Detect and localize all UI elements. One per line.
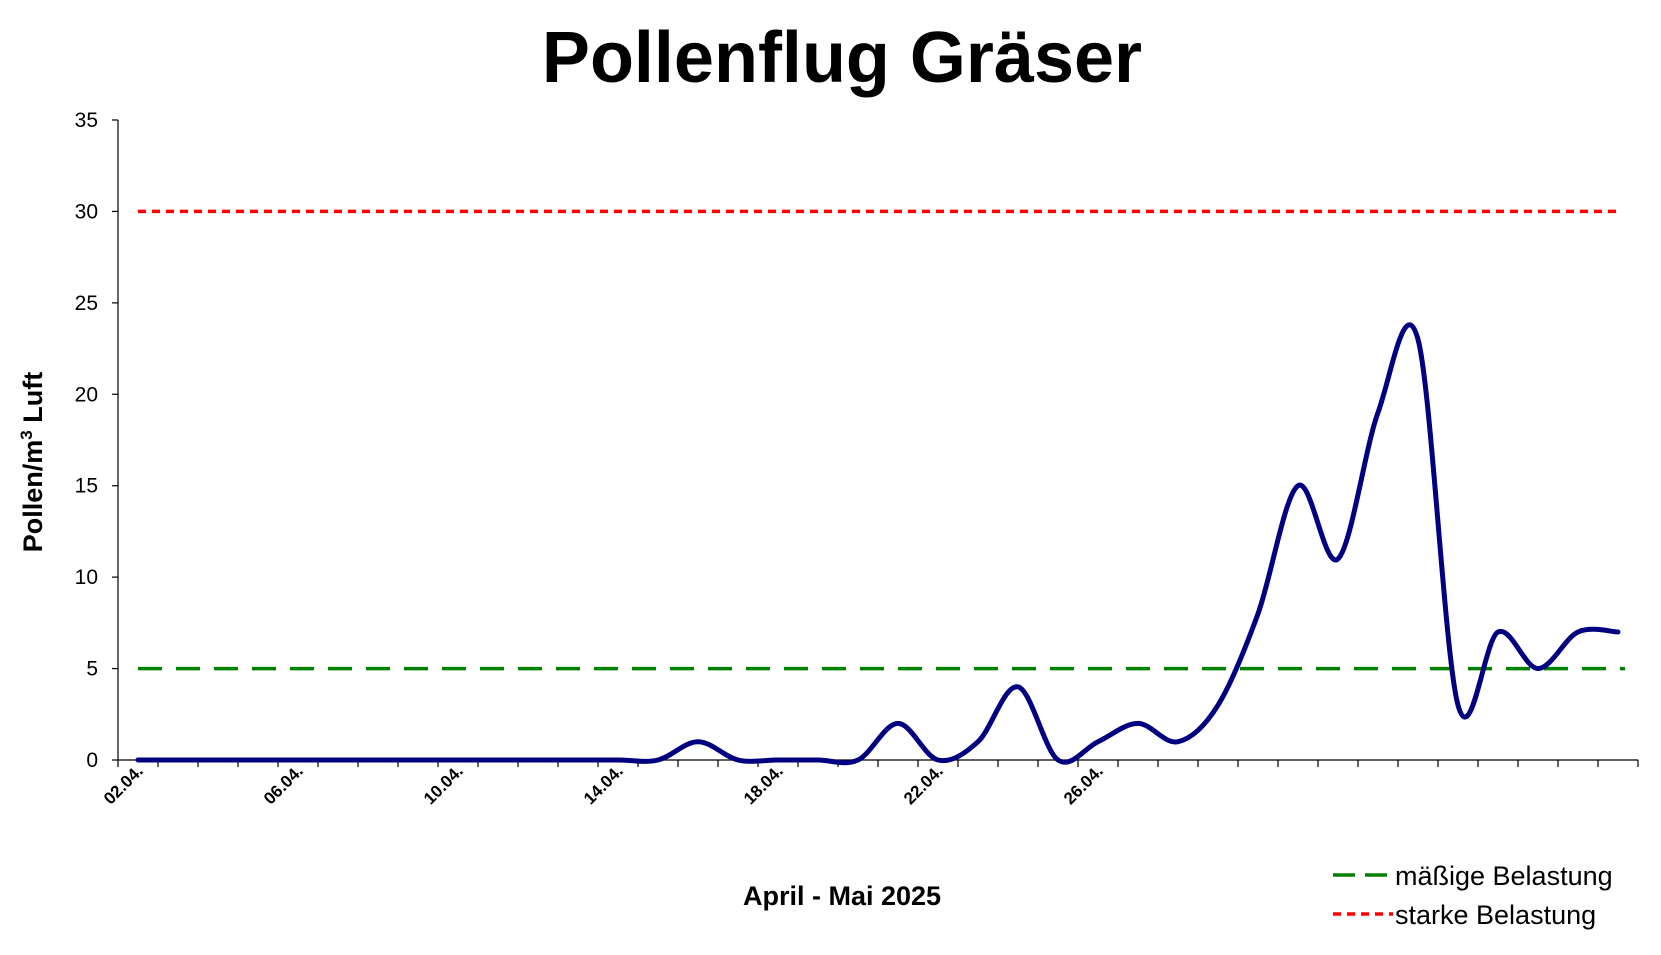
series-line-pollen — [135, 322, 1621, 766]
y-tick-label: 10 — [75, 566, 98, 589]
chart-title: Pollenflug Gräser — [542, 18, 1142, 98]
y-tick-label: 25 — [75, 292, 98, 315]
y-tick-label: 35 — [75, 109, 98, 132]
y-tick-label: 0 — [86, 749, 98, 772]
y-axis: 0 5 10 15 20 25 30 35 — [75, 109, 119, 772]
x-tick-label: 02.04. — [100, 761, 147, 808]
y-tick-label: 15 — [75, 475, 98, 498]
y-axis-title: Pollen/m3 Luft — [17, 372, 48, 552]
legend-label-strong: starke Belastung — [1395, 900, 1596, 930]
x-tick-label: 26.04. — [1060, 761, 1107, 808]
x-axis-title: April - Mai 2025 — [743, 881, 941, 911]
y-axis-title-tail: Luft — [18, 372, 48, 430]
y-tick-label: 5 — [86, 658, 98, 681]
legend-label-moderate: mäßige Belastung — [1395, 861, 1613, 891]
series-group — [135, 322, 1621, 766]
x-tick-label: 22.04. — [900, 761, 947, 808]
x-tick-label: 10.04. — [420, 761, 467, 808]
threshold-lines — [138, 209, 1625, 671]
y-axis-title-main: Pollen/m — [18, 440, 48, 553]
x-tick-label: 06.04. — [260, 761, 307, 808]
y-axis-title-superscript: 3 — [17, 430, 36, 439]
y-tick-label: 30 — [75, 200, 98, 223]
y-tick-label: 20 — [75, 383, 98, 406]
legend: mäßige Belastung starke Belastung — [1333, 861, 1613, 930]
x-tick-label: 14.04. — [580, 761, 627, 808]
x-axis: 02.04. 06.04. 10.04. 14.04. 18.04. 22.04. 26.0… — [100, 759, 1639, 808]
x-tick-label: 18.04. — [740, 761, 787, 808]
